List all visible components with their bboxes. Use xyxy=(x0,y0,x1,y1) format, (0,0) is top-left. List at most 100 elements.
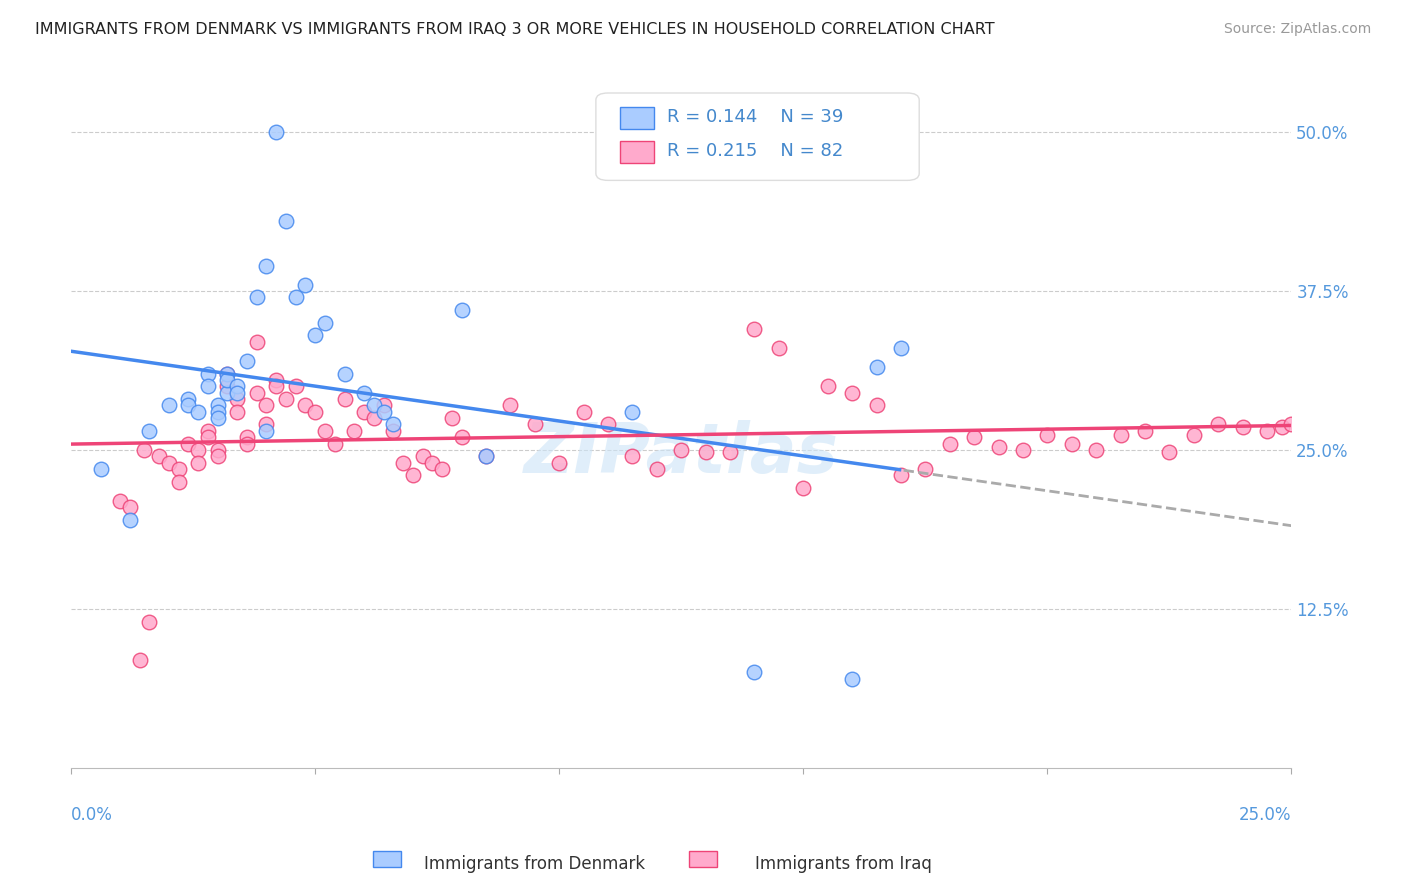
Point xyxy=(177,392,200,406)
Point xyxy=(226,405,249,419)
Point xyxy=(217,385,239,400)
Point xyxy=(1036,427,1059,442)
Point xyxy=(1182,427,1205,442)
Point xyxy=(138,615,160,629)
Text: Immigrants from Iraq: Immigrants from Iraq xyxy=(755,855,932,872)
Point xyxy=(264,125,287,139)
Point xyxy=(294,398,316,412)
Point xyxy=(817,379,839,393)
FancyBboxPatch shape xyxy=(596,93,920,180)
Point xyxy=(841,385,863,400)
Point xyxy=(226,392,249,406)
Point xyxy=(333,367,356,381)
FancyBboxPatch shape xyxy=(620,107,654,129)
Point xyxy=(718,445,741,459)
Point xyxy=(118,513,141,527)
Point xyxy=(207,405,229,419)
Point xyxy=(246,334,269,349)
Point xyxy=(890,341,912,355)
Point xyxy=(572,405,595,419)
Point xyxy=(402,468,425,483)
Point xyxy=(128,653,150,667)
Point xyxy=(373,405,395,419)
Point xyxy=(226,379,249,393)
Point xyxy=(314,316,336,330)
Point xyxy=(865,398,887,412)
Text: Immigrants from Denmark: Immigrants from Denmark xyxy=(423,855,645,872)
Point xyxy=(523,417,546,432)
Point xyxy=(177,398,200,412)
Point xyxy=(226,385,249,400)
Point xyxy=(353,385,375,400)
Point xyxy=(157,456,180,470)
Point xyxy=(382,417,405,432)
Point xyxy=(167,475,190,489)
Point xyxy=(187,442,209,457)
Point xyxy=(256,424,278,438)
Point xyxy=(148,449,170,463)
Point xyxy=(865,360,887,375)
Point xyxy=(217,367,239,381)
Point xyxy=(768,341,790,355)
Point xyxy=(217,367,239,381)
Point xyxy=(197,430,219,444)
Point xyxy=(246,385,269,400)
Point xyxy=(197,367,219,381)
Point xyxy=(841,672,863,686)
Point xyxy=(695,445,717,459)
Point xyxy=(284,379,307,393)
Point xyxy=(236,430,259,444)
Point xyxy=(1271,420,1294,434)
Point xyxy=(108,493,131,508)
Text: R = 0.215    N = 82: R = 0.215 N = 82 xyxy=(666,142,842,160)
Point xyxy=(207,442,229,457)
Point xyxy=(264,379,287,393)
Point xyxy=(217,373,239,387)
Point xyxy=(256,398,278,412)
Point xyxy=(475,449,498,463)
Point xyxy=(134,442,156,457)
Point xyxy=(207,449,229,463)
Point xyxy=(236,354,259,368)
Point xyxy=(353,405,375,419)
Point xyxy=(284,290,307,304)
Point xyxy=(1256,424,1278,438)
Point xyxy=(167,462,190,476)
Point xyxy=(382,424,405,438)
Point xyxy=(1060,436,1083,450)
Point xyxy=(671,442,693,457)
Point xyxy=(412,449,434,463)
Point xyxy=(187,456,209,470)
Point xyxy=(792,481,814,495)
Point xyxy=(963,430,986,444)
Point xyxy=(621,449,644,463)
Point xyxy=(314,424,336,438)
Point xyxy=(475,449,498,463)
Text: ZIPatlas: ZIPatlas xyxy=(524,419,839,486)
Point xyxy=(548,456,571,470)
Point xyxy=(914,462,936,476)
Point xyxy=(744,322,766,336)
Point xyxy=(1109,427,1132,442)
Point xyxy=(246,290,269,304)
Point xyxy=(373,398,395,412)
Point xyxy=(1279,417,1302,432)
Point xyxy=(596,417,619,432)
Point xyxy=(987,441,1010,455)
Point xyxy=(323,436,346,450)
Point xyxy=(256,417,278,432)
Point xyxy=(430,462,453,476)
Point xyxy=(264,373,287,387)
Point xyxy=(499,398,522,412)
Text: Source: ZipAtlas.com: Source: ZipAtlas.com xyxy=(1223,22,1371,37)
Point xyxy=(197,379,219,393)
Point xyxy=(363,411,385,425)
Point xyxy=(138,424,160,438)
Point xyxy=(621,405,644,419)
FancyBboxPatch shape xyxy=(620,141,654,163)
Point xyxy=(363,398,385,412)
Text: R = 0.144    N = 39: R = 0.144 N = 39 xyxy=(666,108,844,127)
Point xyxy=(217,379,239,393)
Point xyxy=(236,436,259,450)
Point xyxy=(450,303,472,318)
